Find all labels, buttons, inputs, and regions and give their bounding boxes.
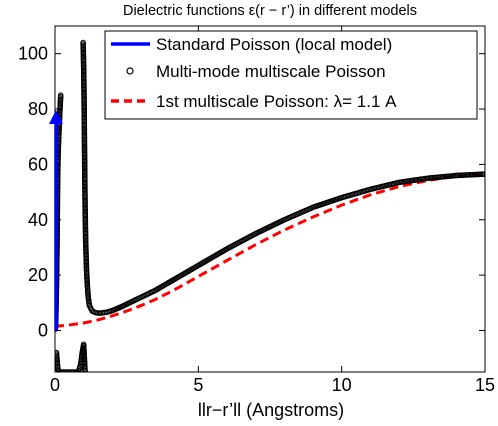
data-point-multi-mode — [57, 92, 64, 98]
y-tick-label: 60 — [28, 154, 48, 174]
axes: 0 5 10 15 0 20 40 60 80 100 — [18, 26, 495, 395]
y-tick-label: 0 — [38, 320, 48, 340]
x-tick-label: 0 — [50, 375, 60, 395]
legend-swatch-multi-mode — [126, 67, 134, 75]
x-tick-label: 5 — [193, 375, 203, 395]
x-tick-label: 15 — [475, 375, 495, 395]
series-markers-multi-mode-branch-1 — [55, 341, 88, 372]
data-point-multi-mode — [482, 171, 485, 177]
x-tick-label: 10 — [332, 375, 352, 395]
legend-box — [104, 30, 478, 120]
series-line-first-multiscale — [55, 173, 485, 328]
y-tick-label: 80 — [28, 99, 48, 119]
legend-label-first-multiscale: 1st multiscale Poisson: λ= 1.1 A — [156, 92, 397, 111]
data-point-multi-mode — [82, 369, 88, 372]
y-tick-label: 20 — [28, 265, 48, 285]
y-tick-label: 100 — [18, 44, 48, 64]
x-axis-label: llr−r’ll (Angstroms) — [198, 400, 344, 420]
legend-label-standard-poisson: Standard Poisson (local model) — [156, 35, 392, 54]
plot-data-layer — [55, 39, 485, 372]
series-markers-multi-mode-branch-2 — [80, 39, 485, 316]
legend: Standard Poisson (local model) Multi-mod… — [104, 30, 478, 120]
legend-label-multi-mode: Multi-mode multiscale Poisson — [156, 62, 386, 81]
chart-title: Dielectric functions ε(r − r’) in differ… — [123, 3, 417, 19]
y-tick-label: 40 — [28, 210, 48, 230]
